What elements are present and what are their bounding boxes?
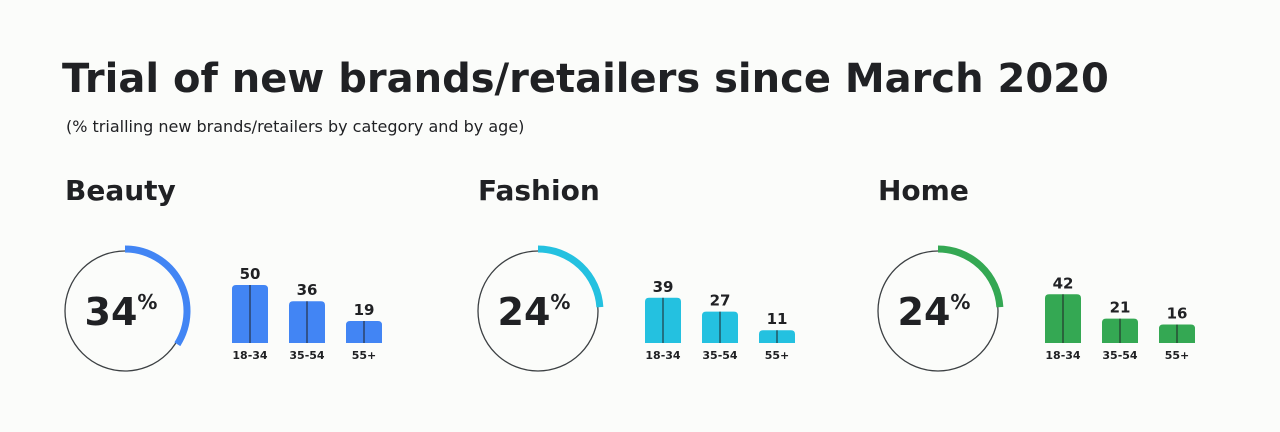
panel-title: Beauty bbox=[65, 174, 176, 207]
category-label: 18-34 bbox=[1045, 349, 1081, 362]
ring-arc bbox=[537, 245, 604, 308]
ring-number: 24 bbox=[898, 290, 951, 334]
value-label: 42 bbox=[1053, 274, 1074, 292]
value-label: 19 bbox=[354, 301, 375, 319]
value-label: 39 bbox=[653, 278, 674, 296]
ring-value: 24% bbox=[898, 290, 971, 334]
category-label: 18-34 bbox=[232, 349, 268, 362]
panel-title: Fashion bbox=[478, 174, 600, 207]
ring-value: 34% bbox=[85, 290, 158, 334]
category-label: 55+ bbox=[352, 349, 377, 362]
value-label: 21 bbox=[1110, 299, 1131, 317]
panel-title: Home bbox=[878, 174, 969, 207]
category-label: 35-54 bbox=[1102, 349, 1138, 362]
page-title: Trial of new brands/retailers since Marc… bbox=[62, 56, 1109, 102]
value-label: 50 bbox=[240, 265, 261, 283]
ring-arc bbox=[124, 245, 191, 347]
value-label: 36 bbox=[297, 281, 318, 299]
category-label: 18-34 bbox=[645, 349, 681, 362]
value-label: 27 bbox=[710, 292, 731, 310]
page-subtitle: (% trialling new brands/retailers by cat… bbox=[66, 117, 524, 136]
ring-arc bbox=[937, 245, 1004, 308]
category-label: 35-54 bbox=[289, 349, 325, 362]
ring-number: 24 bbox=[498, 290, 551, 334]
category-label: 35-54 bbox=[702, 349, 738, 362]
value-label: 11 bbox=[767, 310, 788, 328]
ring-number: 34 bbox=[85, 290, 138, 334]
ring-value: 24% bbox=[498, 290, 571, 334]
ring-unit: % bbox=[550, 290, 570, 314]
ring-unit: % bbox=[137, 290, 157, 314]
ring-unit: % bbox=[950, 290, 970, 314]
category-label: 55+ bbox=[1165, 349, 1190, 362]
category-label: 55+ bbox=[765, 349, 790, 362]
value-label: 16 bbox=[1167, 304, 1188, 322]
